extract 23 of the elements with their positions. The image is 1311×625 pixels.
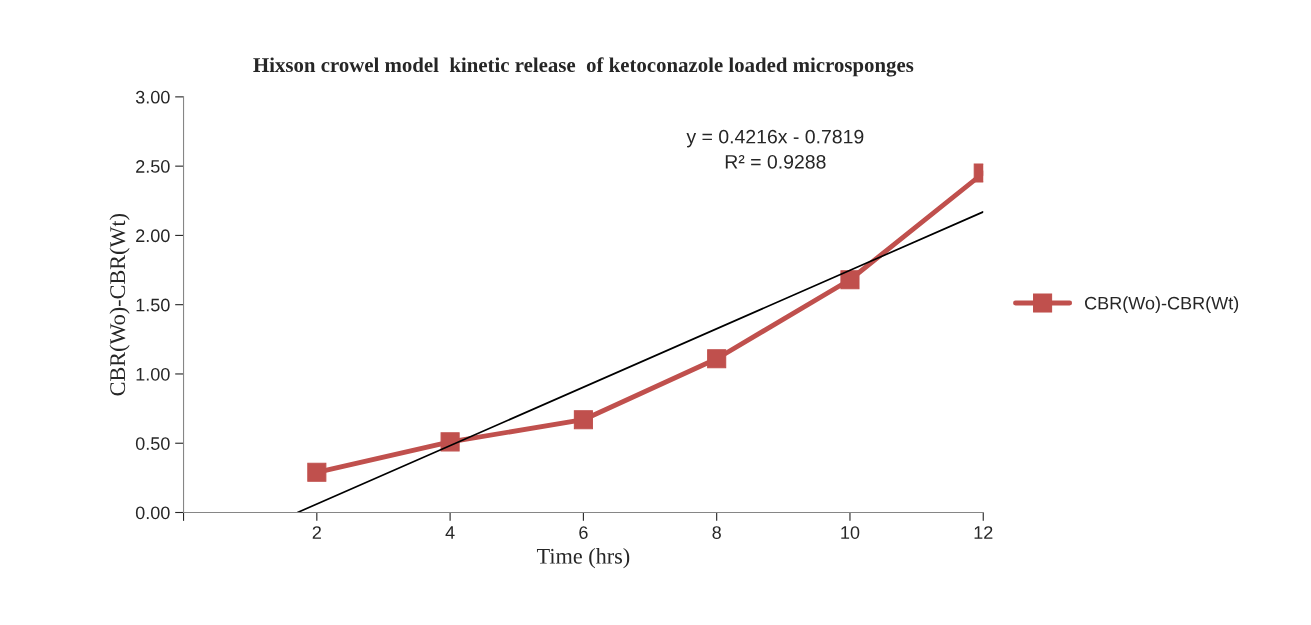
- x-tick-label: 2: [312, 526, 321, 539]
- x-tick-label: 10: [841, 526, 860, 539]
- point: [573, 410, 593, 430]
- y-tick-label: 2.50: [136, 160, 170, 173]
- y-tick-label: 3.00: [135, 90, 170, 104]
- x-axis-title: Time (hrs): [536, 548, 630, 569]
- x-tick-label: 4: [445, 526, 455, 539]
- y-tick-label: 2.00: [136, 229, 170, 243]
- x-tick-label: 6: [579, 526, 588, 539]
- y-axis-title: CBR(Wo)-CBR(Wt): [109, 213, 130, 396]
- point: [307, 462, 327, 482]
- y-tick-label: 1.00: [136, 367, 170, 381]
- point: [840, 270, 860, 290]
- y-tick-label: 1.50: [136, 298, 170, 312]
- y-tick-label: 0.00: [135, 506, 170, 520]
- x-tick-label: 8: [712, 526, 721, 539]
- y-tick-label: 0.50: [135, 437, 170, 450]
- point: [440, 432, 460, 452]
- x-tick-label: 12: [974, 526, 993, 539]
- point: [707, 349, 727, 369]
- chart-title: Hixson crowel model kinetic release of ketoconazole loaded microsponges: [253, 57, 914, 77]
- legend-label: CBR(Wo)-CBR(Wt): [1085, 296, 1239, 314]
- annotation: y = 0.4216x - 0.7819 R² = 0.9288: [686, 129, 864, 169]
